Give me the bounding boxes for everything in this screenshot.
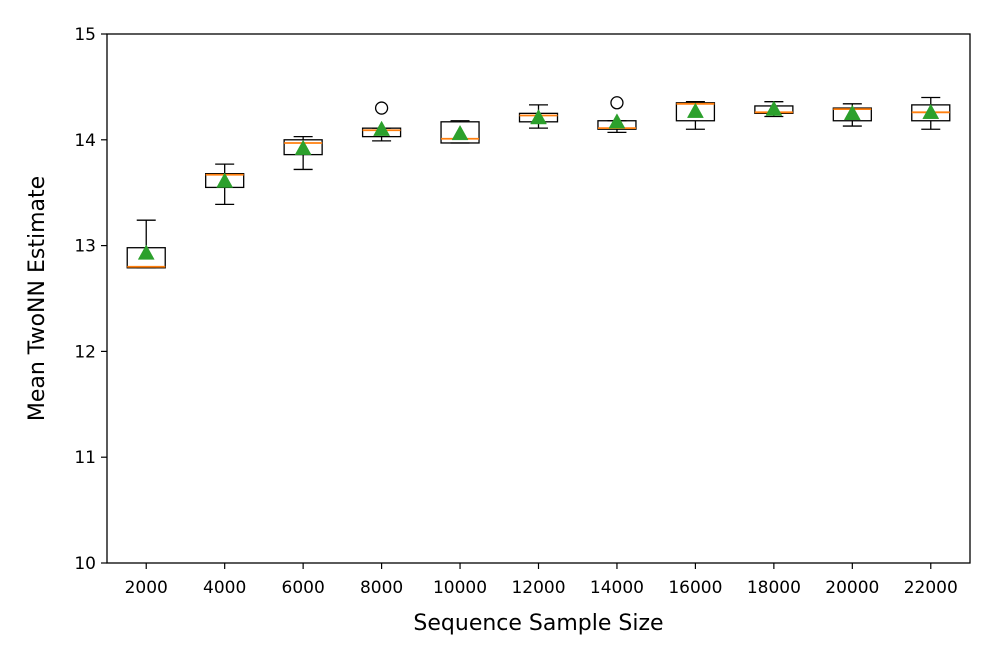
x-tick-label: 8000 bbox=[360, 578, 403, 598]
mean-marker bbox=[530, 109, 547, 125]
y-tick-label: 12 bbox=[74, 342, 96, 362]
mean-marker bbox=[843, 104, 861, 120]
y-tick-label: 10 bbox=[74, 554, 96, 574]
x-tick-label: 10000 bbox=[433, 578, 487, 598]
x-axis-ticks: 2000 4000 6000 8000 10000 12000 14000 16000 1800… bbox=[125, 563, 958, 598]
x-tick-label: 22000 bbox=[904, 578, 958, 598]
box-group bbox=[361, 101, 402, 142]
mean-marker bbox=[216, 172, 234, 188]
x-tick-label: 18000 bbox=[747, 578, 801, 598]
box-group bbox=[205, 163, 245, 205]
mean-marker bbox=[686, 102, 704, 118]
x-tick-label: 20000 bbox=[825, 578, 879, 598]
box-group bbox=[126, 219, 166, 269]
box-group bbox=[675, 101, 716, 130]
y-tick-label: 11 bbox=[74, 448, 96, 468]
mean-marker bbox=[294, 139, 312, 155]
box-group bbox=[754, 100, 794, 118]
mean-marker bbox=[137, 244, 155, 260]
x-tick-label: 2000 bbox=[125, 578, 168, 598]
y-axis-ticks: 10 11 12 13 14 15 bbox=[74, 25, 107, 574]
mean-marker bbox=[922, 103, 940, 119]
outlier-point bbox=[610, 96, 624, 110]
y-tick-label: 14 bbox=[74, 131, 96, 151]
plot-marks bbox=[126, 96, 951, 269]
x-tick-label: 12000 bbox=[511, 578, 565, 598]
y-tick-label: 13 bbox=[74, 237, 96, 257]
y-axis-label: Mean TwoNN Estimate bbox=[25, 176, 50, 421]
x-tick-label: 6000 bbox=[282, 578, 325, 598]
outlier-point bbox=[374, 101, 389, 115]
box-group bbox=[440, 120, 480, 144]
y-tick-label: 15 bbox=[74, 25, 96, 45]
mean-marker bbox=[451, 124, 469, 141]
box-group bbox=[518, 104, 559, 129]
x-tick-label: 16000 bbox=[668, 578, 722, 598]
box-group bbox=[283, 135, 323, 171]
mean-marker bbox=[608, 113, 626, 129]
x-tick-label: 4000 bbox=[203, 578, 246, 598]
x-tick-label: 14000 bbox=[590, 578, 644, 598]
x-axis-label: Sequence Sample Size bbox=[413, 611, 663, 636]
box-group bbox=[832, 103, 872, 127]
mean-marker bbox=[373, 120, 391, 136]
iqr-box bbox=[440, 121, 480, 144]
mean-marker bbox=[765, 100, 783, 116]
box-group bbox=[911, 96, 951, 130]
box-group bbox=[597, 96, 637, 134]
